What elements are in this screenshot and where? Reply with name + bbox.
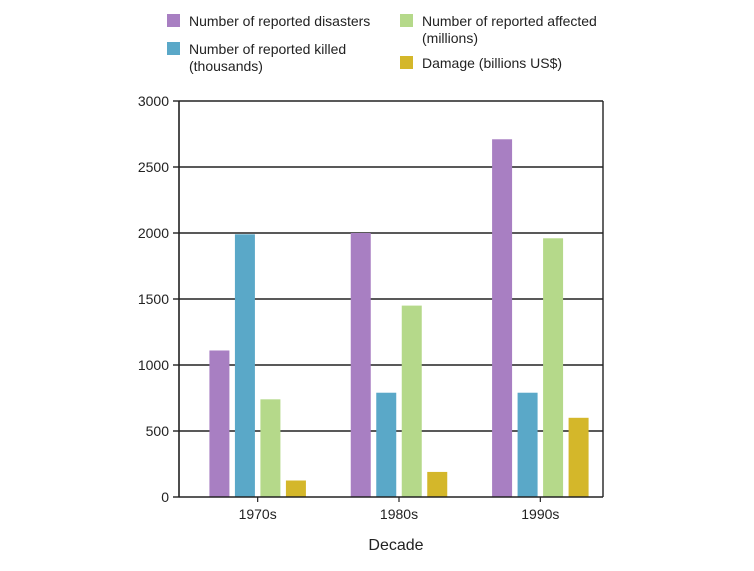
y-tick-label: 1000 bbox=[138, 357, 169, 373]
bar-1990s-series-1 bbox=[492, 139, 513, 497]
legend-item-1: Number of reported disasters bbox=[167, 13, 370, 29]
legend: Number of reported disasters Number of re… bbox=[167, 13, 597, 74]
bar-1980s-series-4 bbox=[427, 471, 448, 497]
legend-label: Number of reported disasters bbox=[189, 13, 370, 29]
x-tick-label: 1980s bbox=[380, 506, 418, 522]
bar-1980s-series-1 bbox=[350, 233, 371, 497]
bar-1990s-series-4 bbox=[568, 417, 589, 497]
legend-swatch bbox=[400, 14, 413, 27]
bar-1980s-series-3 bbox=[401, 305, 422, 497]
bar-1970s-series-2 bbox=[234, 234, 255, 497]
bar-1970s-series-1 bbox=[209, 350, 230, 497]
bar-1980s-series-2 bbox=[376, 392, 397, 497]
legend-item-2: Number of reported killed(thousands) bbox=[167, 41, 346, 74]
legend-label: (millions) bbox=[422, 30, 478, 46]
x-tick-label: 1970s bbox=[239, 506, 277, 522]
legend-item-4: Damage (billions US$) bbox=[400, 55, 562, 71]
legend-label: Number of reported killed bbox=[189, 41, 346, 57]
y-tick-label: 3000 bbox=[138, 93, 169, 109]
bar-1990s-series-2 bbox=[517, 392, 538, 497]
y-tick-label: 2500 bbox=[138, 159, 169, 175]
x-tick-label: 1990s bbox=[521, 506, 559, 522]
legend-label: (thousands) bbox=[189, 58, 263, 74]
bar-1970s-series-4 bbox=[285, 480, 306, 497]
legend-label: Number of reported affected bbox=[422, 13, 597, 29]
legend-label: Damage (billions US$) bbox=[422, 55, 562, 71]
y-tick-label: 2000 bbox=[138, 225, 169, 241]
y-tick-label: 1500 bbox=[138, 291, 169, 307]
legend-swatch bbox=[400, 56, 413, 69]
legend-swatch bbox=[167, 14, 180, 27]
axes: 0 500 1000 1500 2000 2500 3000 1970s 1980s 1990s bbox=[138, 93, 604, 522]
legend-swatch bbox=[167, 42, 180, 55]
bars bbox=[209, 139, 589, 497]
legend-item-3: Number of reported affected(millions) bbox=[400, 13, 597, 46]
bar-1990s-series-3 bbox=[543, 238, 564, 497]
y-tick-label: 0 bbox=[161, 489, 169, 505]
bar-1970s-series-3 bbox=[260, 399, 281, 497]
y-tick-label: 500 bbox=[146, 423, 170, 439]
x-axis-title: Decade bbox=[368, 537, 423, 554]
